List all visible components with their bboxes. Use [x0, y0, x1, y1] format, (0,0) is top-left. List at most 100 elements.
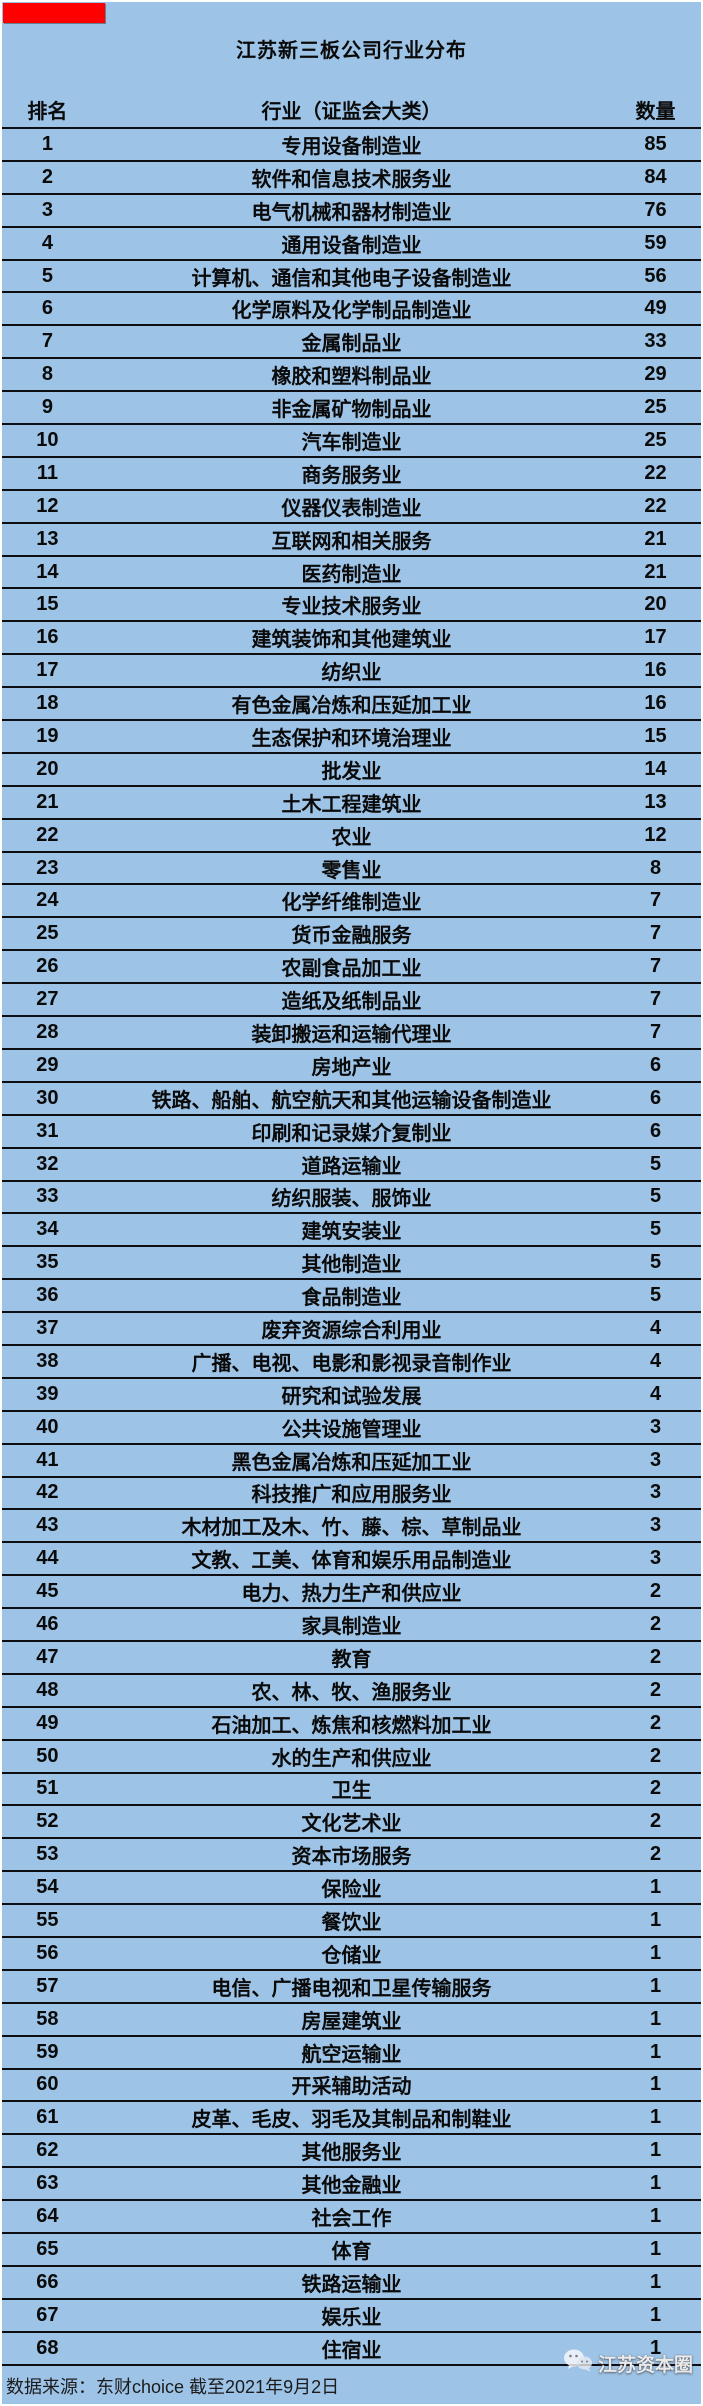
column-header-industry: 行业（证监会大类）	[261, 101, 442, 123]
cell-rank: 67	[36, 2303, 59, 2326]
cell-rank: 42	[36, 1481, 59, 1504]
cell-industry: 商务服务业	[301, 464, 402, 487]
cell-industry: 科技推广和应用服务业	[251, 1484, 452, 1507]
cell-count: 22	[644, 461, 667, 484]
table-row: 7 金属制品业 33	[2, 326, 701, 360]
cell-rank: 40	[36, 1415, 59, 1438]
cell-rank: 41	[36, 1448, 59, 1471]
table-row: 50 水的生产和供应业 2	[2, 1741, 701, 1774]
table-row: 67 娱乐业 1	[2, 2300, 701, 2333]
cell-rank: 5	[41, 264, 53, 287]
cell-industry: 印刷和记录媒介复制业	[251, 1122, 452, 1145]
cell-rank: 37	[36, 1317, 59, 1339]
cell-rank: 25	[36, 922, 59, 945]
cell-rank: 32	[36, 1152, 59, 1175]
cell-industry: 化学原料及化学制品制造业	[231, 300, 472, 323]
table-row: 51 卫生 2	[2, 1774, 701, 1807]
cell-count: 4	[649, 1382, 662, 1405]
cell-industry: 房屋建筑业	[301, 2010, 402, 2033]
cell-industry: 造纸及纸制品业	[281, 991, 422, 1014]
cell-rank: 68	[36, 2336, 59, 2359]
cell-industry: 其他制造业	[301, 1254, 402, 1277]
cell-rank: 49	[36, 1711, 59, 1734]
cell-industry: 金属制品业	[301, 333, 402, 356]
cell-count: 29	[644, 363, 667, 386]
cell-industry: 研究和试验发展	[281, 1385, 422, 1408]
cell-industry: 农业	[331, 826, 372, 849]
cell-industry: 农、林、牧、渔服务业	[251, 1681, 452, 1704]
table-row: 47 教育 2	[2, 1642, 701, 1675]
cell-count: 1	[649, 2237, 662, 2260]
table-row: 66 铁路运输业 1	[2, 2267, 701, 2300]
cell-industry: 互联网和相关服务	[271, 530, 432, 553]
cell-rank: 53	[36, 1843, 59, 1866]
cell-count: 1	[649, 1876, 662, 1899]
wechat-icon	[563, 2348, 593, 2378]
cell-rank: 22	[36, 823, 59, 846]
table-row: 27 造纸及纸制品业 7	[2, 984, 701, 1018]
cell-rank: 31	[36, 1119, 59, 1142]
table-row: 37 废弃资源综合利用业 4	[2, 1313, 701, 1346]
table-row: 23 零售业 8	[2, 853, 701, 886]
table-row: 48 农、林、牧、渔服务业 2	[2, 1675, 701, 1708]
cell-rank: 20	[36, 757, 59, 780]
table-row: 42 科技推广和应用服务业 3	[2, 1478, 701, 1511]
cell-industry: 食品制造业	[301, 1287, 402, 1310]
cell-rank: 8	[41, 363, 53, 386]
cell-count: 2	[649, 1843, 662, 1866]
cell-rank: 63	[36, 2172, 59, 2195]
cell-rank: 48	[36, 1678, 59, 1701]
cell-count: 7	[649, 889, 662, 912]
table-row: 14 医药制造业 21	[2, 557, 701, 590]
cell-count: 2	[649, 1580, 662, 1603]
table-row: 18 有色金属冶炼和压延加工业 16	[2, 688, 701, 722]
cell-count: 56	[644, 264, 667, 287]
cell-rank: 1	[41, 132, 53, 155]
cell-industry: 文化艺术业	[301, 1813, 402, 1836]
cell-industry: 电气机械和器材制造业	[251, 201, 452, 224]
industry-table-body: 1 专用设备制造业 85 2 软件和信息技术服务业 84 3 电气机械和器材制造业 76 4 通用设…	[2, 129, 701, 2366]
cell-count: 3	[649, 1415, 662, 1438]
cell-industry: 纺织业	[321, 662, 382, 685]
table-row: 34 建筑安装业 5	[2, 1214, 701, 1248]
cell-count: 3	[649, 1514, 662, 1537]
cell-industry: 废弃资源综合利用业	[261, 1320, 442, 1342]
table-row: 12 仪器仪表制造业 22	[2, 491, 701, 524]
cell-industry: 橡胶和塑料制品业	[271, 366, 432, 389]
cell-rank: 9	[41, 396, 53, 419]
cell-industry: 电信、广播电视和卫星传输服务	[211, 1977, 492, 2000]
cell-industry: 化学纤维制造业	[281, 892, 422, 915]
cell-rank: 24	[36, 889, 59, 912]
cell-count: 15	[644, 724, 667, 747]
table-row: 61 皮革、毛皮、羽毛及其制品和制鞋业 1	[2, 2102, 701, 2136]
cell-count: 2	[649, 1810, 662, 1833]
cell-rank: 43	[36, 1514, 59, 1537]
cell-count: 1	[649, 2139, 662, 2162]
cell-rank: 18	[36, 692, 59, 715]
cell-industry: 水的生产和供应业	[271, 1747, 432, 1770]
cell-rank: 56	[36, 1941, 59, 1964]
cell-count: 5	[649, 1152, 662, 1175]
table-row: 30 铁路、船舶、航空航天和其他运输设备制造业 6	[2, 1083, 701, 1116]
table-row: 49 石油加工、炼焦和核燃料加工业 2	[2, 1708, 701, 1741]
cell-rank: 36	[36, 1284, 59, 1307]
cell-industry: 航空运输业	[301, 2043, 402, 2066]
table-header-section: 江苏新三板公司行业分布 排名 行业（证监会大类） 数量	[2, 2, 701, 129]
cell-rank: 39	[36, 1382, 59, 1405]
cell-rank: 6	[41, 297, 53, 320]
cell-industry: 计算机、通信和其他电子设备制造业	[191, 267, 512, 290]
cell-rank: 26	[36, 955, 59, 978]
cell-count: 4	[649, 1349, 662, 1372]
cell-rank: 21	[36, 790, 59, 813]
cell-count: 2	[649, 1711, 662, 1734]
cell-count: 25	[644, 428, 667, 451]
cell-industry: 仓储业	[321, 1944, 382, 1967]
table-row: 15 专业技术服务业 20	[2, 589, 701, 623]
footer: 数据来源：东财choice 截至2021年9月2日	[2, 2366, 701, 2404]
cell-rank: 30	[36, 1086, 59, 1109]
cell-industry: 黑色金属冶炼和压延加工业	[231, 1451, 472, 1474]
cell-rank: 29	[36, 1053, 59, 1076]
cell-industry: 土木工程建筑业	[281, 793, 422, 816]
cell-count: 59	[644, 231, 667, 254]
cell-count: 7	[649, 922, 662, 945]
